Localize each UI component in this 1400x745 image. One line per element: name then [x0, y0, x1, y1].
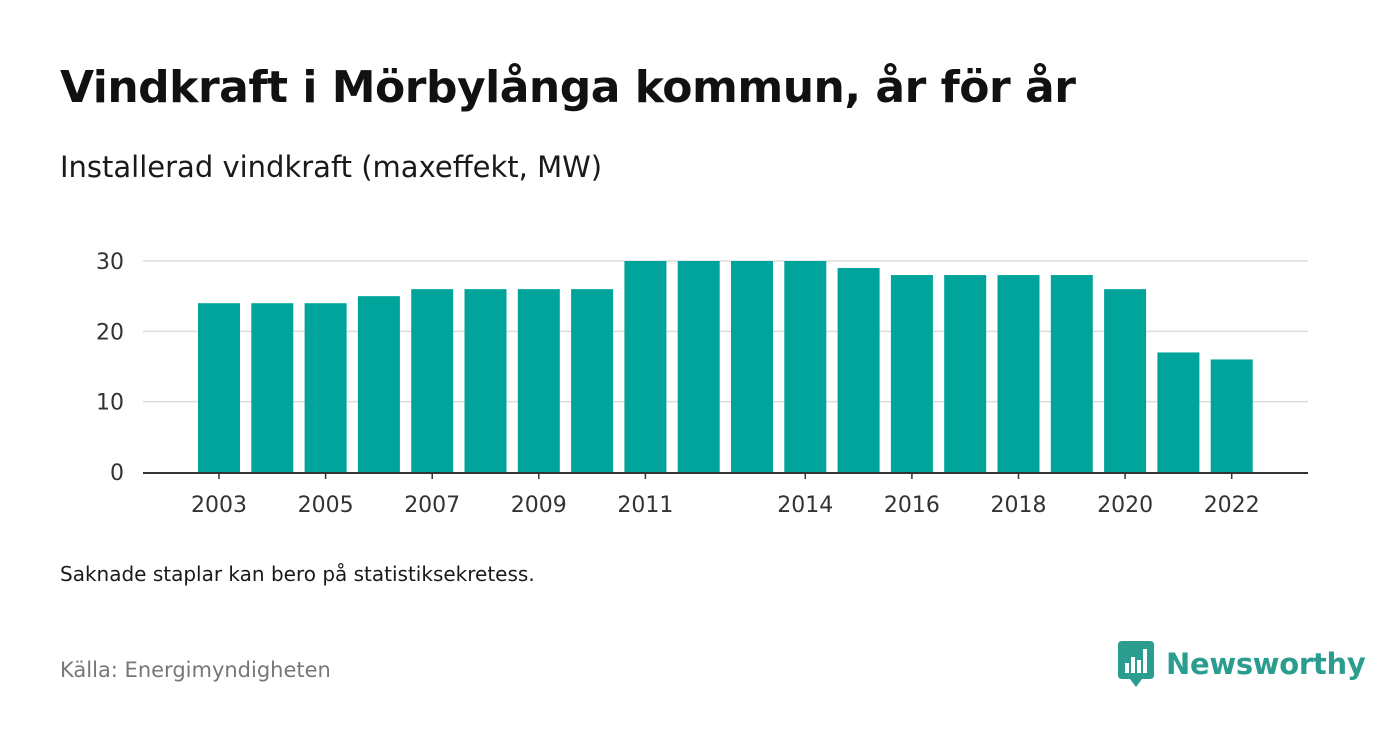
bar-2007 [411, 289, 454, 472]
x-tick-label: 2009 [511, 493, 567, 518]
x-tick-label: 2022 [1204, 493, 1260, 518]
newsworthy-logo-icon [1118, 641, 1154, 687]
bars [198, 261, 1253, 472]
bar-2022 [1210, 359, 1253, 472]
bar-2020 [1104, 289, 1147, 472]
footnote: Saknade staplar kan bero på statistiksek… [60, 562, 535, 586]
bar-2021 [1157, 352, 1200, 472]
bar-2009 [517, 289, 560, 472]
x-tick-label: 2014 [777, 493, 833, 518]
x-tick-label: 2007 [404, 493, 460, 518]
chart-subtitle: Installerad vindkraft (maxeffekt, MW) [60, 150, 603, 184]
chart-title: Vindkraft i Mörbylånga kommun, år för år [60, 62, 1076, 113]
bar-2011 [624, 261, 667, 472]
bar-2017 [944, 275, 987, 472]
bar-2016 [890, 275, 933, 472]
x-tick-label: 2016 [884, 493, 940, 518]
y-tick-label: 20 [96, 320, 124, 345]
x-tick-label: 2018 [991, 493, 1047, 518]
bar-2006 [357, 296, 400, 472]
y-tick-label: 10 [96, 391, 124, 416]
x-tick-label: 2003 [191, 493, 247, 518]
bar-chart: 0 10 20 30 2003 2005 2007 2009 2011 2014 2016 2018 2… [96, 250, 1308, 518]
bar-2008 [464, 289, 507, 472]
x-tick-label: 2005 [298, 493, 354, 518]
x-tick-label: 2011 [617, 493, 673, 518]
source-text: Källa: Energimyndigheten [60, 658, 331, 682]
brand-logo: Newsworthy [1118, 640, 1366, 688]
y-tick-label: 30 [96, 250, 124, 275]
bar-2005 [304, 303, 347, 472]
bar-2019 [1050, 275, 1093, 472]
axes: 0 10 20 30 2003 2005 2007 2009 2011 2014 2016 2018 2… [96, 250, 1308, 518]
x-tick-label: 2020 [1097, 493, 1153, 518]
y-tick-label: 0 [110, 461, 124, 486]
bar-2013 [731, 261, 773, 472]
bar-2014 [784, 261, 827, 472]
bar-2003 [198, 303, 240, 472]
bar-2010 [571, 289, 614, 472]
bar-2018 [997, 275, 1040, 472]
bar-2004 [251, 303, 294, 472]
brand-name: Newsworthy [1166, 647, 1366, 681]
bar-2012 [677, 261, 720, 472]
bar-2015 [837, 268, 880, 472]
